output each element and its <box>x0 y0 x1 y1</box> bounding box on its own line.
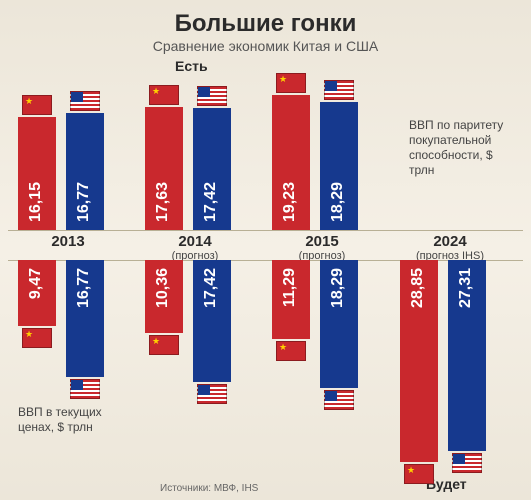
china-flag-icon <box>404 464 434 484</box>
bar-value: 17,63 <box>154 182 172 222</box>
bar-value: 9,47 <box>27 268 45 299</box>
bar-bottom-usa: 17,42 <box>193 260 231 382</box>
china-flag-icon <box>22 95 52 115</box>
usa-flag-icon <box>324 390 354 410</box>
bar-value: 18,29 <box>329 182 347 222</box>
china-flag-icon <box>276 341 306 361</box>
bar-value: 17,42 <box>202 182 220 222</box>
china-flag-icon <box>276 73 306 93</box>
bar-value: 18,29 <box>329 268 347 308</box>
bar-value: 28,85 <box>409 268 427 308</box>
bar-value: 10,36 <box>154 268 172 308</box>
bar-top-usa: 16,77 <box>66 113 104 230</box>
bar-bottom-china: 11,29 <box>272 260 310 339</box>
usa-flag-icon <box>70 379 100 399</box>
year-text: 2013 <box>8 233 128 250</box>
china-flag-icon <box>22 328 52 348</box>
label-top: Есть <box>175 58 208 74</box>
bar-top-china: 16,15 <box>18 117 56 230</box>
year-label: 2015(прогноз) <box>262 233 382 262</box>
bar-value: 16,77 <box>75 182 93 222</box>
bar-value: 11,29 <box>281 268 299 307</box>
bar-top-china: 17,63 <box>145 107 183 230</box>
usa-flag-icon <box>324 80 354 100</box>
bar-value: 16,15 <box>27 182 45 222</box>
bar-bottom-china: 10,36 <box>145 260 183 333</box>
chart-subtitle: Сравнение экономик Китая и США <box>0 38 531 54</box>
bar-value: 19,23 <box>281 182 299 222</box>
china-flag-icon <box>149 335 179 355</box>
bar-top-usa: 18,29 <box>320 102 358 230</box>
bar-bottom-usa: 18,29 <box>320 260 358 388</box>
usa-flag-icon <box>197 86 227 106</box>
bar-value: 16,77 <box>75 268 93 308</box>
bar-top-usa: 17,42 <box>193 108 231 230</box>
year-label: 2013 <box>8 233 128 250</box>
usa-flag-icon <box>70 91 100 111</box>
year-text: 2024 <box>390 233 510 250</box>
caption-top: ВВП по паритету покупательной способност… <box>409 118 519 178</box>
china-flag-icon <box>149 85 179 105</box>
year-text: 2014 <box>135 233 255 250</box>
bar-bottom-usa: 27,31 <box>448 260 486 451</box>
axis-line <box>8 230 523 231</box>
bar-bottom-china: 9,47 <box>18 260 56 326</box>
source-text: Источники: МВФ, IHS <box>160 483 258 494</box>
usa-flag-icon <box>197 384 227 404</box>
chart-title: Большие гонки <box>0 10 531 38</box>
year-label: 2014(прогноз) <box>135 233 255 262</box>
year-text: 2015 <box>262 233 382 250</box>
usa-flag-icon <box>452 453 482 473</box>
year-label: 2024(прогноз IHS) <box>390 233 510 262</box>
bar-bottom-usa: 16,77 <box>66 260 104 377</box>
bar-value: 27,31 <box>457 268 475 308</box>
bar-value: 17,42 <box>202 268 220 308</box>
caption-bottom: ВВП в текущих ценах, $ трлн <box>18 405 118 435</box>
bar-bottom-china: 28,85 <box>400 260 438 462</box>
bar-top-china: 19,23 <box>272 95 310 230</box>
